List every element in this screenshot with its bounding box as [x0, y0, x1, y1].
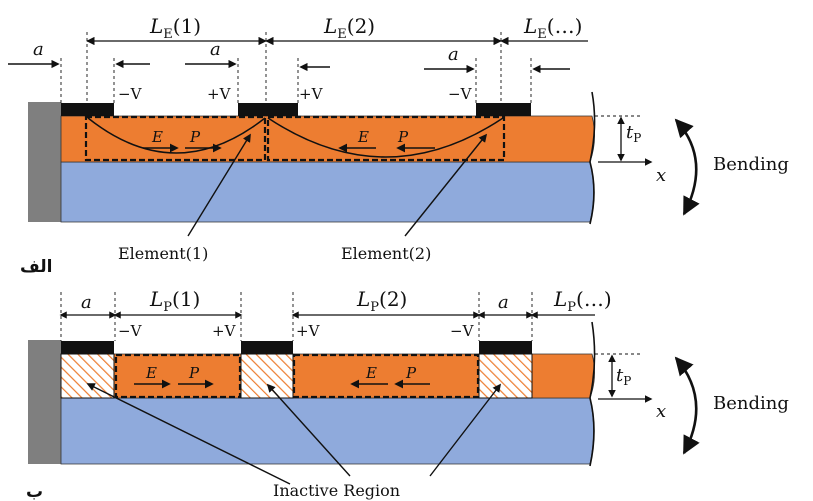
top-volt-1: −V: [118, 85, 143, 103]
top-guides: [60, 32, 532, 103]
bottom-element-2-box: [292, 353, 480, 399]
bottom-inactive-pointer-3: [429, 383, 502, 477]
bottom-pol-label-2: P: [405, 364, 417, 382]
bottom-inactive-label: Inactive Region: [273, 481, 400, 500]
top-bending-arrow: [674, 118, 700, 216]
top-le2-label: LE(2): [323, 14, 375, 42]
bottom-panel: E P E P a a LP(1) LP(2) LP(…) −V +V +V −…: [26, 287, 789, 501]
top-clamp: [28, 102, 61, 222]
top-x-label: x: [656, 165, 666, 186]
bottom-volt-4: −V: [450, 322, 475, 340]
top-volt-4: −V: [448, 85, 473, 103]
top-le3-label: LE(…): [523, 14, 582, 42]
bottom-volt-2: +V: [212, 322, 237, 340]
top-a-label-2: a: [210, 39, 221, 60]
top-element1-label: Element(1): [118, 244, 208, 263]
bottom-field-label-2: E: [365, 364, 377, 382]
bottom-volt-1: −V: [118, 322, 143, 340]
bottom-clamp: [28, 340, 61, 464]
bottom-a-label-2: a: [498, 292, 509, 313]
top-element-1-box: [84, 115, 267, 162]
bottom-field-label-1: E: [145, 364, 157, 382]
bottom-a-label-1: a: [81, 292, 92, 313]
top-element2-label: Element(2): [341, 244, 431, 263]
top-a-label-1: a: [33, 39, 44, 60]
top-element1-pointer: [187, 133, 251, 237]
top-field-arc-2: [267, 117, 504, 158]
bottom-inactive-2: [240, 353, 294, 399]
bottom-pol-label-1: P: [188, 364, 200, 382]
bottom-inactive-pointer-2: [266, 383, 351, 477]
bottom-inactive-3: [478, 353, 533, 399]
top-pol-label-1: P: [189, 128, 201, 146]
bottom-thickness-label: tP: [616, 365, 631, 388]
bottom-substrate: [60, 397, 594, 465]
top-pol-label-2: P: [397, 128, 409, 146]
top-le1-label: LE(1): [149, 14, 201, 42]
top-field-arc-1: [87, 117, 266, 154]
top-field-label-2: E: [357, 128, 369, 146]
top-panel-label: الف: [20, 257, 52, 277]
top-electrode-2: [238, 103, 298, 116]
bottom-x-label: x: [656, 401, 666, 422]
bottom-element-1-box: [114, 353, 242, 399]
top-field-label-1: E: [151, 128, 163, 146]
top-a-label-3: a: [448, 44, 459, 65]
bottom-lp2-label: LP(2): [356, 287, 407, 315]
bottom-electrode-3: [479, 341, 532, 354]
bottom-lp1-label: LP(1): [149, 287, 200, 315]
top-element2-pointer: [404, 133, 488, 237]
bottom-electrode-2: [241, 341, 293, 354]
top-electrode-1: [61, 103, 114, 116]
bottom-cut-line: [589, 321, 596, 467]
bottom-lp3-label: LP(…): [553, 287, 612, 315]
top-thickness-label: tP: [626, 122, 641, 145]
top-bending-label: Bending: [713, 154, 789, 175]
bottom-bending-label: Bending: [713, 393, 789, 414]
top-piezo-layer: [60, 115, 595, 163]
bottom-inactive-1: [60, 353, 115, 399]
bottom-electrode-1: [61, 341, 114, 354]
bottom-panel-label: ب: [26, 482, 43, 501]
top-substrate: [60, 161, 594, 223]
top-element-2-box: [266, 115, 506, 162]
bottom-bending-arrow: [674, 356, 700, 455]
top-electrode-3: [476, 103, 531, 116]
top-volt-2: +V: [207, 85, 232, 103]
bottom-volt-3: +V: [296, 322, 321, 340]
top-panel: E P E P LE(1) LE(2) LE(…) a a a: [8, 14, 789, 277]
top-cut-line: [589, 91, 596, 225]
bottom-inactive-pointer-1: [86, 383, 291, 485]
top-volt-3: +V: [299, 85, 324, 103]
